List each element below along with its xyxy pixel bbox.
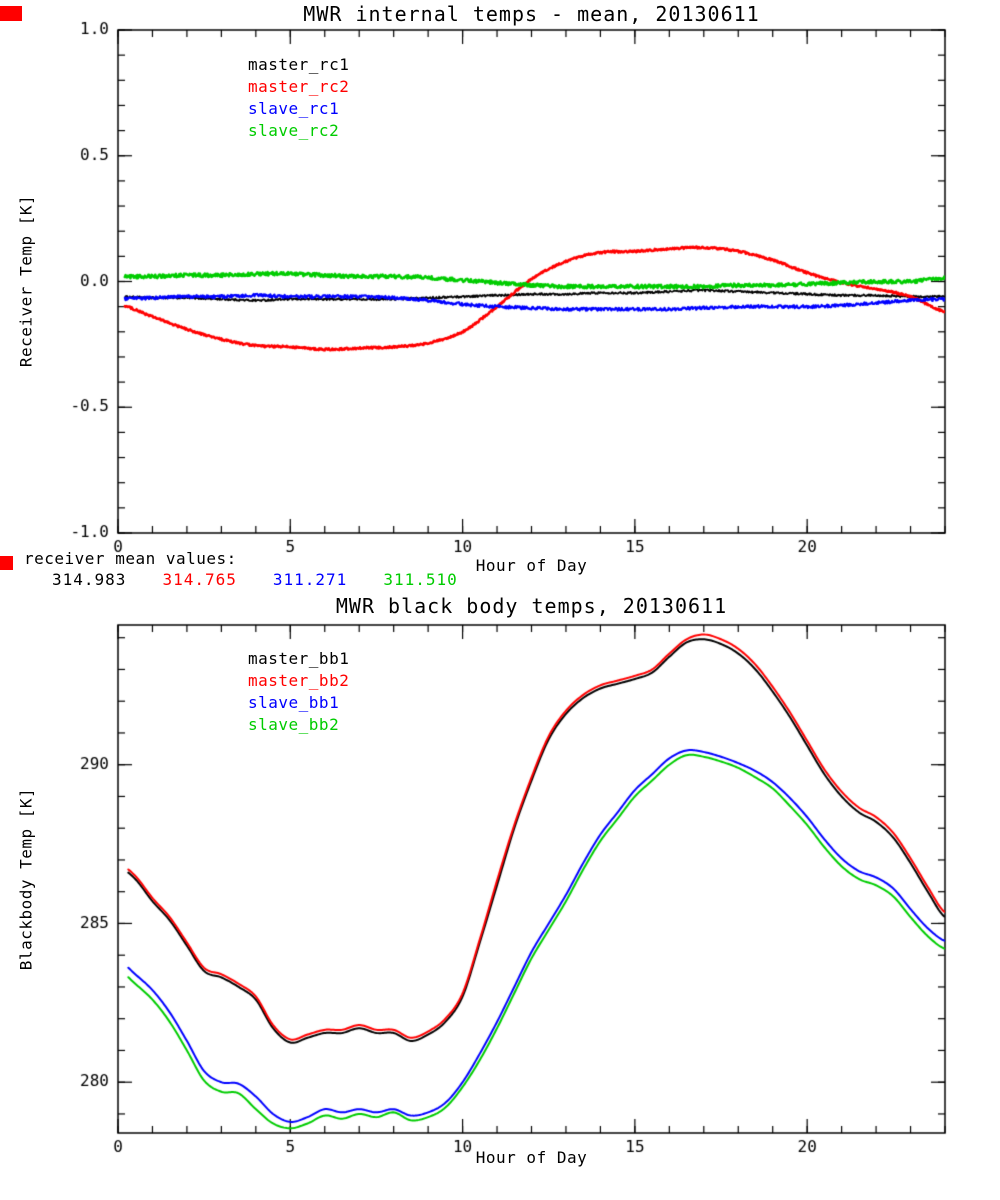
artifact-marker-left-middle	[0, 556, 13, 570]
mean-value-slave-rc2: 311.510	[383, 570, 458, 589]
legend-master-bb2: master_bb2	[248, 671, 350, 690]
legend-master-rc2: master_rc2	[248, 77, 350, 96]
legend-slave-rc2: slave_rc2	[248, 121, 340, 140]
legend-slave-rc1: slave_rc1	[248, 99, 340, 118]
chart1-legend: master_rc1 master_rc2 slave_rc1 slave_rc…	[248, 54, 349, 142]
receiver-mean-values: 314.983 314.765 311.271 311.510	[52, 570, 458, 589]
legend-slave-bb1: slave_bb1	[248, 693, 340, 712]
chart2-title: MWR black body temps, 20130611	[335, 594, 728, 618]
chart1-x-axis-label: Hour of Day	[475, 556, 588, 575]
mean-value-slave-rc1: 311.271	[272, 570, 348, 589]
legend-master-bb1: master_bb1	[248, 649, 350, 668]
chart2-y-axis-label: Blackbody Temp [K]	[16, 787, 36, 971]
mean-value-master-rc2: 314.765	[162, 570, 237, 589]
chart1-y-axis-label: Receiver Temp [K]	[16, 194, 36, 368]
legend-slave-bb2: slave_bb2	[248, 715, 340, 734]
chart2-legend: master_bb1 master_bb2 slave_bb1 slave_bb…	[248, 648, 349, 736]
legend-master-rc1: master_rc1	[248, 55, 350, 74]
receiver-mean-values-label: receiver mean values:	[24, 549, 237, 568]
chart2-x-axis-label: Hour of Day	[475, 1148, 588, 1167]
mean-value-master-rc1: 314.983	[52, 570, 127, 589]
artifact-marker-top-left	[0, 6, 22, 21]
chart1-title: MWR internal temps - mean, 20130611	[303, 2, 760, 26]
